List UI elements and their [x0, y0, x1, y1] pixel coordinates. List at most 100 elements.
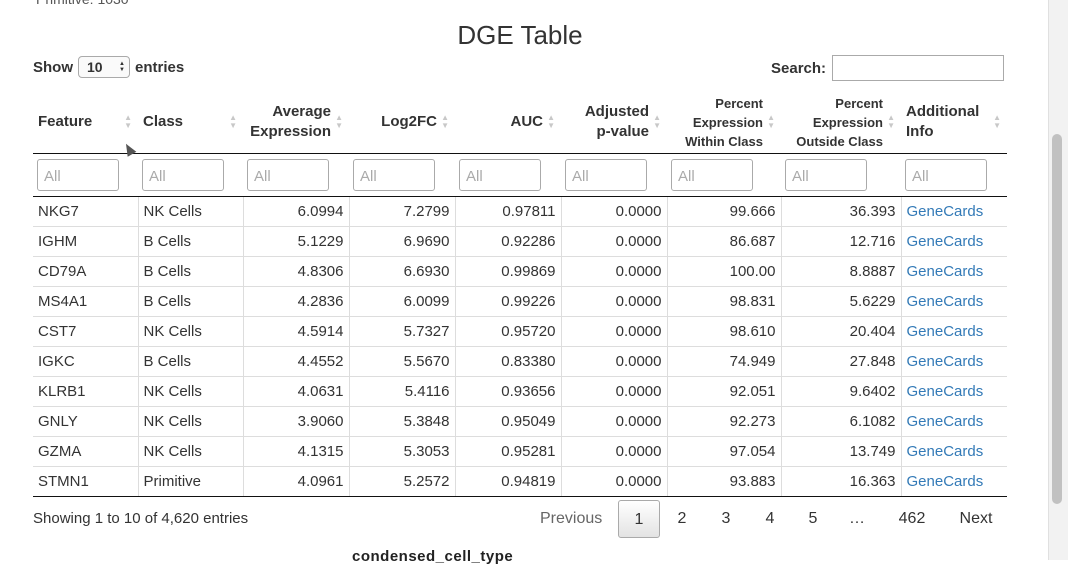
filter-cell: All [138, 153, 243, 197]
table-cell: 0.83380 [455, 346, 562, 377]
column-header-label: AUC [510, 113, 544, 130]
length-control: Show 10 ▲ ▼ entries [33, 56, 184, 78]
page-button-2[interactable]: 2 [677, 510, 687, 527]
table-cell: GeneCards [901, 406, 1007, 437]
column-filter-input[interactable]: All [905, 159, 987, 191]
column-filter-input[interactable]: All [142, 159, 224, 191]
column-filter-input[interactable]: All [37, 159, 119, 191]
page-button-1[interactable]: 1 [618, 500, 660, 538]
scrollbar-thumb[interactable] [1052, 134, 1062, 504]
table-cell: 6.9690 [349, 226, 456, 257]
next-button[interactable]: Next [959, 510, 993, 527]
table-cell: NK Cells [138, 316, 244, 347]
table-cell: KLRB1 [33, 376, 139, 407]
table-cell: B Cells [138, 226, 244, 257]
column-header-label: Percent Expression Within Class [685, 95, 763, 149]
filter-cell: All [349, 153, 455, 197]
table-cell: 0.93656 [455, 376, 562, 407]
table-cell: GeneCards [901, 346, 1007, 377]
table-cell: GeneCards [901, 196, 1007, 227]
table-cell: 100.00 [667, 256, 782, 287]
page-button-3[interactable]: 3 [721, 510, 731, 527]
sort-arrows-icon: ▲ ▼ [441, 113, 449, 130]
column-header-2[interactable]: Average Expression ▲ ▼ [243, 91, 349, 154]
entries-select[interactable]: 10 ▲ ▼ [78, 56, 130, 78]
header-row: Feature ▲ ▼ Class ▲ ▼ Average Expression ▲ ▼ Log2… [33, 91, 1007, 154]
column-filter-input[interactable]: All [459, 159, 541, 191]
column-header-3[interactable]: Log2FC ▲ ▼ [349, 91, 455, 154]
column-header-label: Class [143, 113, 184, 130]
genecards-link[interactable]: GeneCards [906, 203, 984, 220]
column-header-8[interactable]: Additional Info ▲ ▼ [901, 91, 1007, 154]
sort-arrows-icon: ▲ ▼ [653, 113, 661, 130]
genecards-link[interactable]: GeneCards [906, 443, 984, 460]
table-cell: 0.0000 [561, 406, 668, 437]
page-button-4[interactable]: 4 [765, 510, 775, 527]
column-filter-input[interactable]: All [785, 159, 867, 191]
table-body: NKG7 NK Cells 6.0994 7.2799 0.97811 0.0000 99.… [33, 196, 1007, 497]
page-button-462[interactable]: 462 [898, 510, 926, 527]
genecards-link[interactable]: GeneCards [906, 413, 984, 430]
sort-arrows-icon: ▲ ▼ [767, 113, 775, 130]
column-filter-input[interactable]: All [671, 159, 753, 191]
table-row: KLRB1 NK Cells 4.0631 5.4116 0.93656 0.0000 92… [33, 376, 1007, 407]
genecards-link[interactable]: GeneCards [906, 353, 984, 370]
table-cell: 0.0000 [561, 256, 668, 287]
table-cell: B Cells [138, 346, 244, 377]
column-header-0[interactable]: Feature ▲ ▼ [33, 91, 138, 154]
table-cell: 3.9060 [243, 406, 350, 437]
sort-arrows-icon: ▲ ▼ [229, 113, 237, 130]
column-filter-input[interactable]: All [247, 159, 329, 191]
table-cell: 16.363 [781, 466, 902, 497]
table-cell: 92.273 [667, 406, 782, 437]
column-filter-input[interactable]: All [565, 159, 647, 191]
filter-cell: All [901, 153, 1007, 197]
page-button-5[interactable]: 5 [808, 510, 818, 527]
filter-row: All All All All All All All All All [33, 153, 1007, 197]
table-cell: 0.0000 [561, 196, 668, 227]
filter-cell: All [455, 153, 561, 197]
table-cell: 9.6402 [781, 376, 902, 407]
column-header-7[interactable]: Percent Expression Outside Class ▲ ▼ [781, 91, 901, 154]
table-cell: 0.0000 [561, 346, 668, 377]
table-cell: GeneCards [901, 286, 1007, 317]
genecards-link[interactable]: GeneCards [906, 383, 984, 400]
column-header-4[interactable]: AUC ▲ ▼ [455, 91, 561, 154]
table-cell: 6.0099 [349, 286, 456, 317]
filter-cell: All [781, 153, 901, 197]
genecards-link[interactable]: GeneCards [906, 233, 984, 250]
table-cell: 7.2799 [349, 196, 456, 227]
table-cell: NK Cells [138, 406, 244, 437]
table-cell: 5.3848 [349, 406, 456, 437]
column-header-label: Feature [38, 113, 93, 130]
column-header-5[interactable]: Adjusted p-value ▲ ▼ [561, 91, 667, 154]
table-cell: 0.99869 [455, 256, 562, 287]
table-cell: 4.4552 [243, 346, 350, 377]
table-row: NKG7 NK Cells 6.0994 7.2799 0.97811 0.0000 99.… [33, 196, 1007, 227]
table-cell: 97.054 [667, 436, 782, 467]
entries-label: entries [135, 58, 185, 76]
table-cell: NK Cells [138, 436, 244, 467]
column-header-1[interactable]: Class ▲ ▼ [138, 91, 243, 154]
table-cell: 36.393 [781, 196, 902, 227]
column-filter-input[interactable]: All [353, 159, 435, 191]
column-header-6[interactable]: Percent Expression Within Class ▲ ▼ [667, 91, 781, 154]
genecards-link[interactable]: GeneCards [906, 323, 984, 340]
genecards-link[interactable]: GeneCards [906, 293, 984, 310]
table-row: IGHM B Cells 5.1229 6.9690 0.92286 0.0000 86.6… [33, 226, 1007, 257]
previous-button[interactable]: Previous [540, 510, 603, 527]
column-header-label: Log2FC [381, 113, 437, 130]
table-cell: MS4A1 [33, 286, 139, 317]
table-cell: 5.7327 [349, 316, 456, 347]
search-input[interactable] [832, 55, 1005, 81]
table-cell: 0.99226 [455, 286, 562, 317]
table-cell: CST7 [33, 316, 139, 347]
table-cell: GeneCards [901, 436, 1007, 467]
table-cell: 92.051 [667, 376, 782, 407]
table-cell: 27.848 [781, 346, 902, 377]
genecards-link[interactable]: GeneCards [906, 263, 984, 280]
table-cell: 4.0631 [243, 376, 350, 407]
table-cell: GZMA [33, 436, 139, 467]
table-cell: 20.404 [781, 316, 902, 347]
genecards-link[interactable]: GeneCards [906, 473, 984, 490]
